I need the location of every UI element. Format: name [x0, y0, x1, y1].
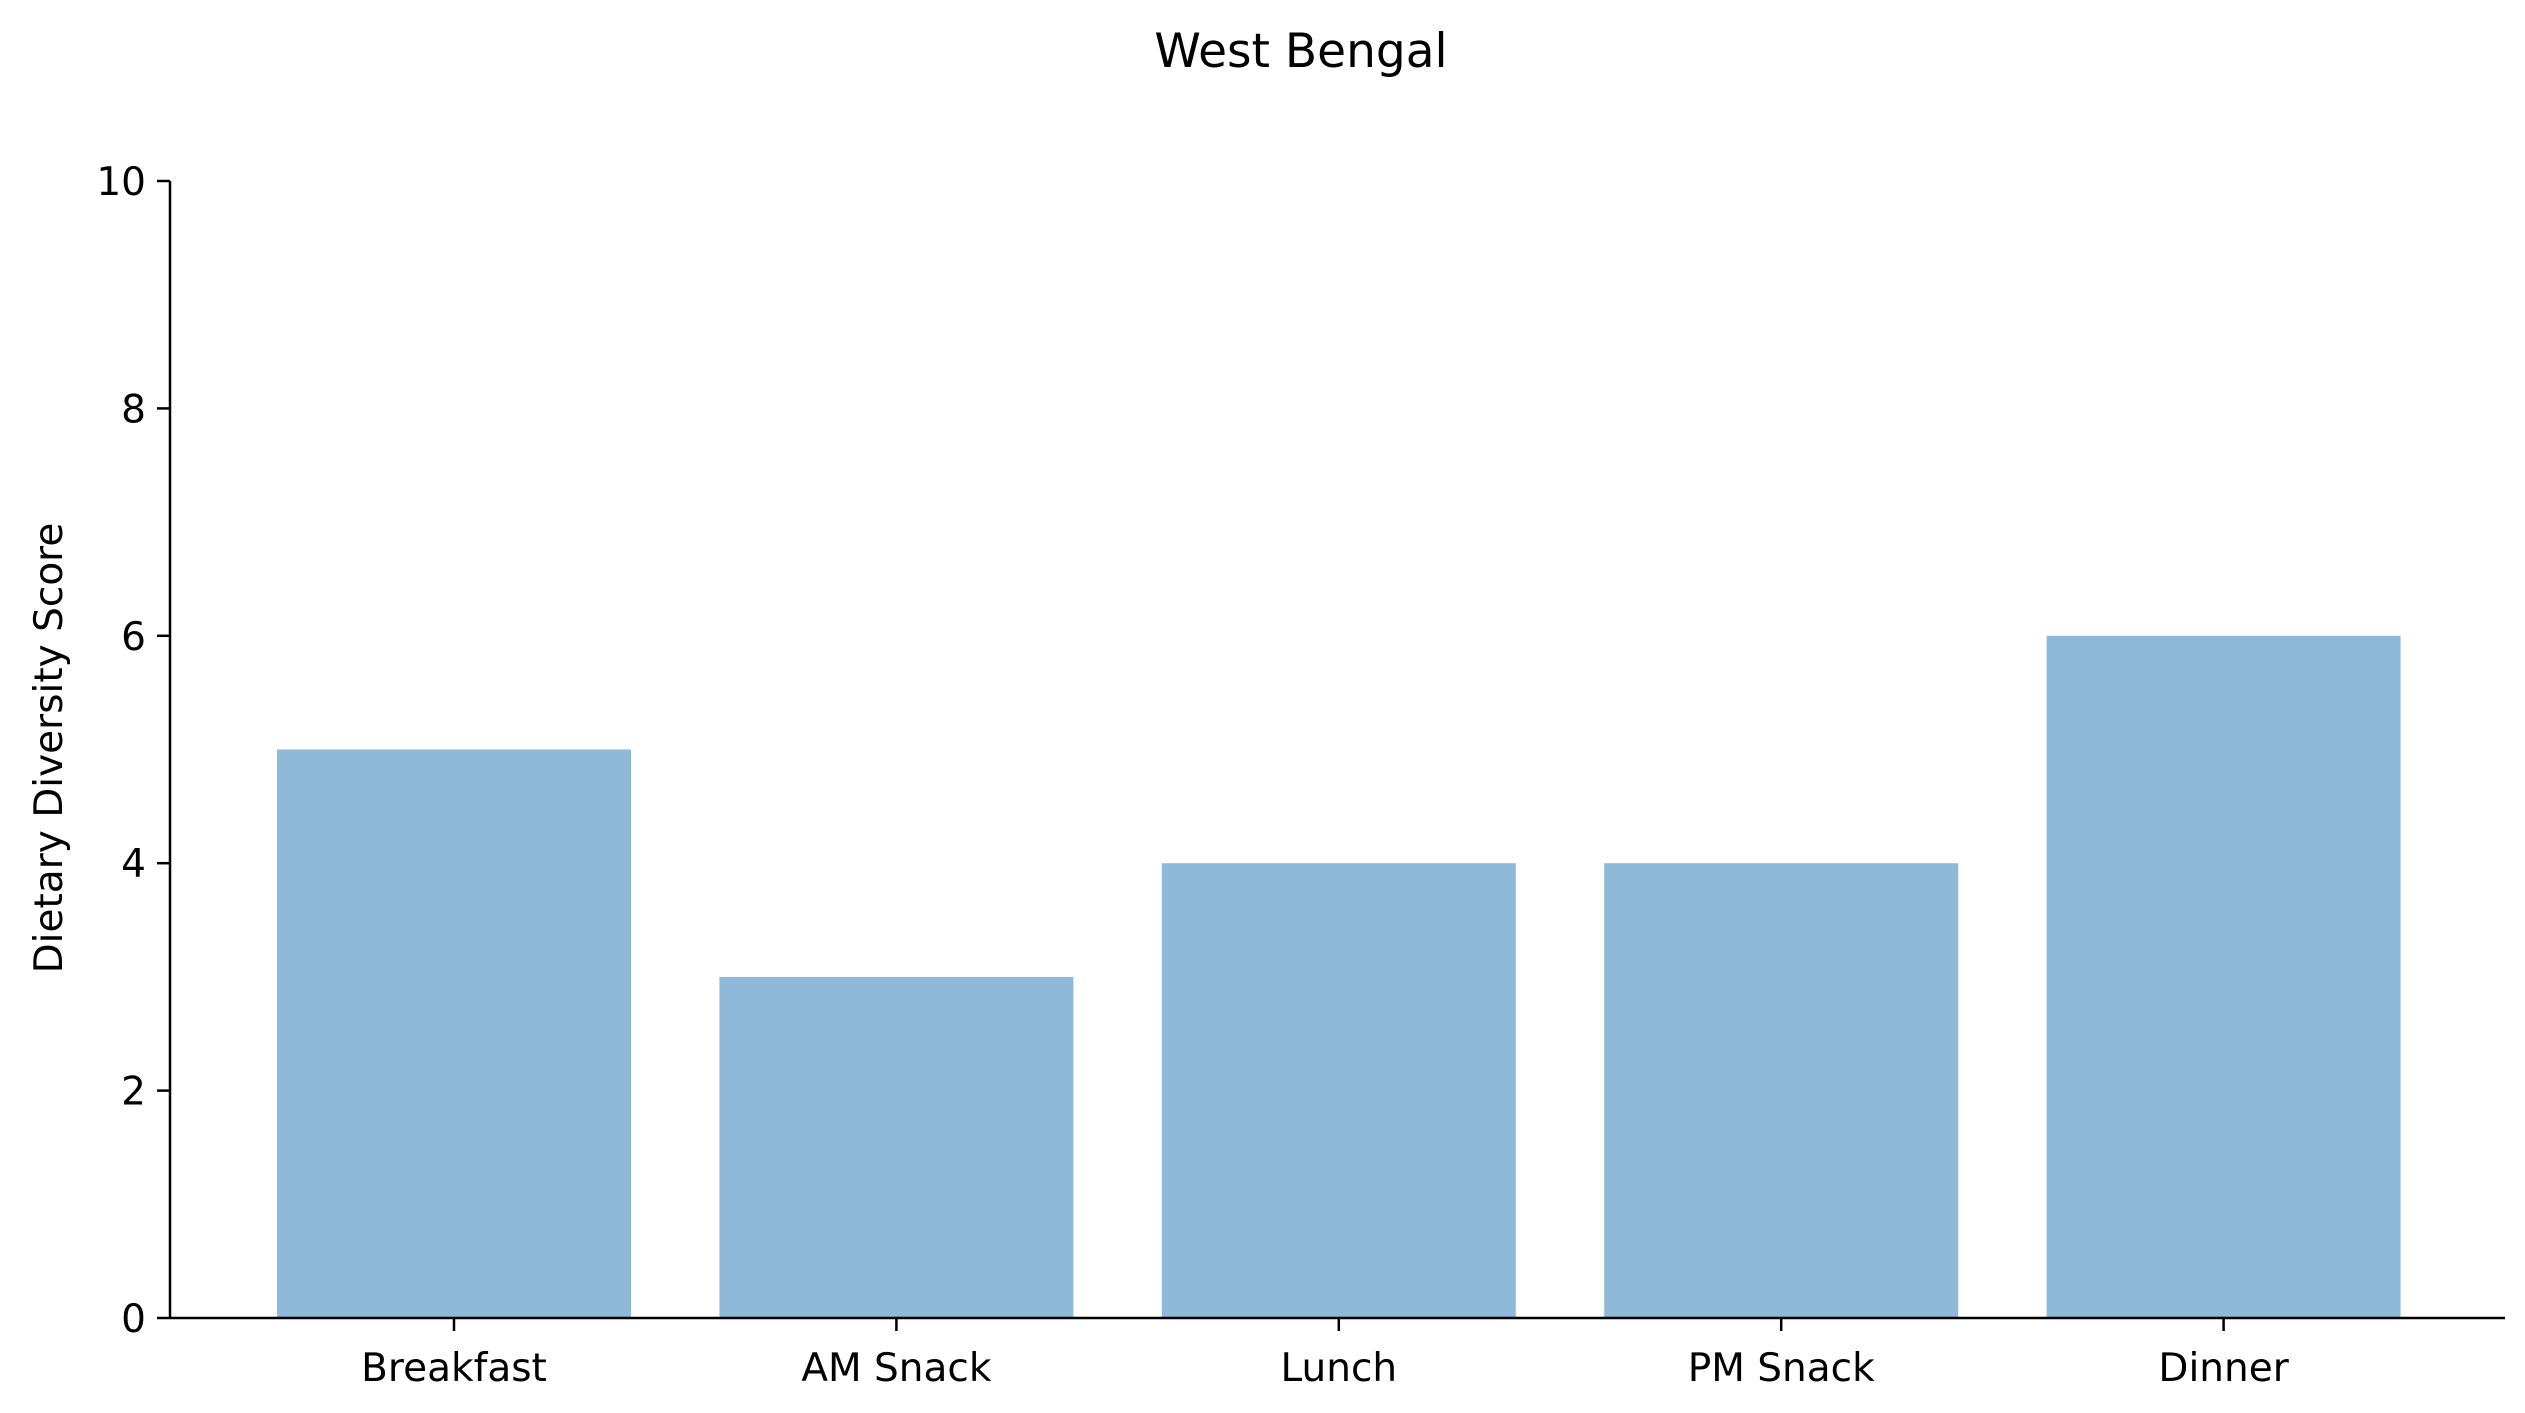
bar-lunch	[1161, 863, 1516, 1318]
bar-pm-snack	[1604, 863, 1959, 1318]
bar-dinner	[2046, 635, 2401, 1318]
x-tick-label: AM Snack	[801, 1346, 992, 1391]
x-tick-label: Breakfast	[361, 1346, 547, 1391]
y-tick-label: 10	[96, 160, 146, 205]
bar-breakfast	[277, 749, 631, 1318]
x-tick-label: Dinner	[2158, 1346, 2289, 1391]
x-axis-ticks: Breakfast AM Snack Lunch PM Snack Dinner	[361, 1318, 2290, 1391]
bar-am-snack	[719, 976, 1074, 1318]
y-tick-label: 8	[121, 387, 146, 432]
x-tick-label: PM Snack	[1688, 1346, 1875, 1391]
y-axis-ticks: 0 2 4 6 8 10	[96, 160, 170, 1342]
y-tick-label: 6	[121, 615, 146, 660]
y-tick-label: 4	[121, 842, 146, 887]
y-tick-label: 2	[121, 1070, 146, 1115]
y-tick-label: 0	[121, 1297, 146, 1342]
y-axis-label: Dietary Diversity Score	[27, 523, 72, 974]
x-tick-label: Lunch	[1280, 1346, 1397, 1391]
chart-title: West Bengal	[1154, 24, 1447, 79]
bars-layer	[277, 635, 2401, 1318]
